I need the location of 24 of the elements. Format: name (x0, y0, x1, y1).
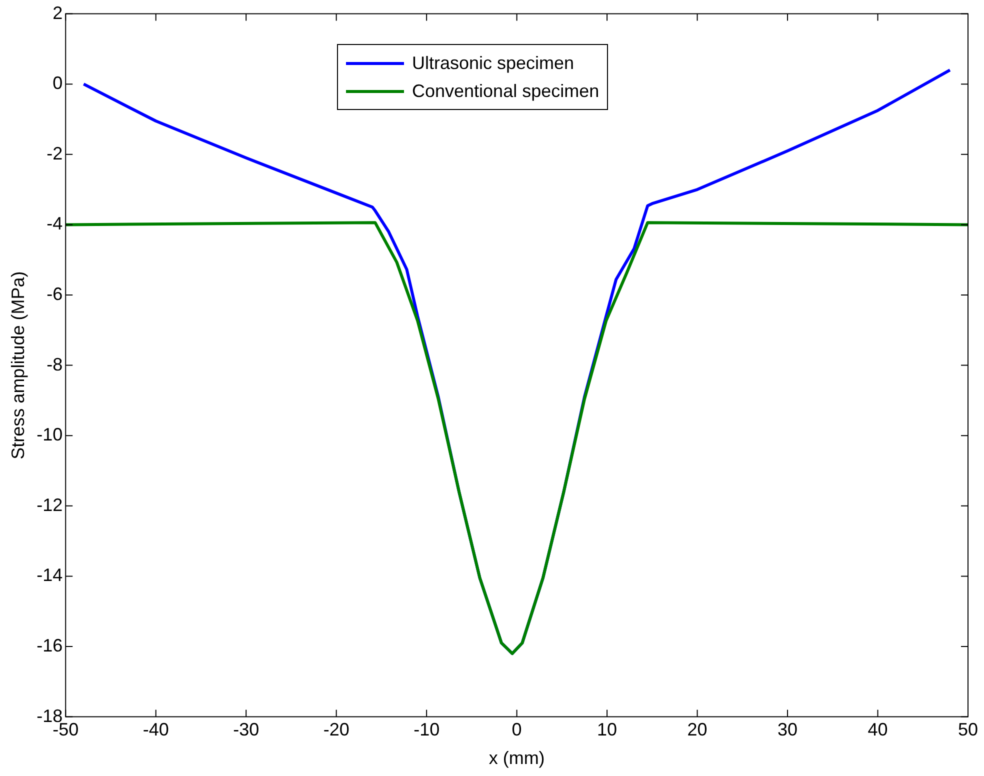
legend-label: Conventional specimen (412, 80, 600, 102)
x-tick-label: 0 (512, 720, 522, 740)
y-tick-label: 0 (52, 73, 63, 94)
y-tick-label: -12 (36, 494, 63, 515)
y-tick-label: -16 (36, 635, 63, 656)
y-tick-label: 2 (52, 2, 63, 23)
x-tick-label: 30 (778, 720, 798, 740)
y-tick-label: -4 (46, 214, 63, 234)
x-tick-label: 40 (868, 720, 888, 740)
y-tick-label: -10 (36, 424, 63, 445)
x-tick-label: -20 (323, 720, 350, 740)
y-axis-title: Stress amplitude (MPa) (8, 271, 28, 460)
x-tick-label: -30 (233, 720, 260, 740)
x-tick-label: 50 (958, 720, 978, 740)
x-tick-label: 20 (687, 720, 708, 740)
legend-label: Ultrasonic specimen (412, 52, 574, 74)
x-axis-title: x (mm) (488, 748, 545, 768)
y-tick-label: -14 (36, 565, 63, 586)
y-tick-label: -6 (46, 284, 63, 304)
x-tick-label: 10 (597, 720, 618, 740)
y-tick-label: -8 (46, 354, 63, 374)
x-tick-label: -10 (414, 720, 440, 740)
y-tick-label: -2 (46, 143, 63, 164)
x-tick-label: -40 (142, 720, 169, 740)
